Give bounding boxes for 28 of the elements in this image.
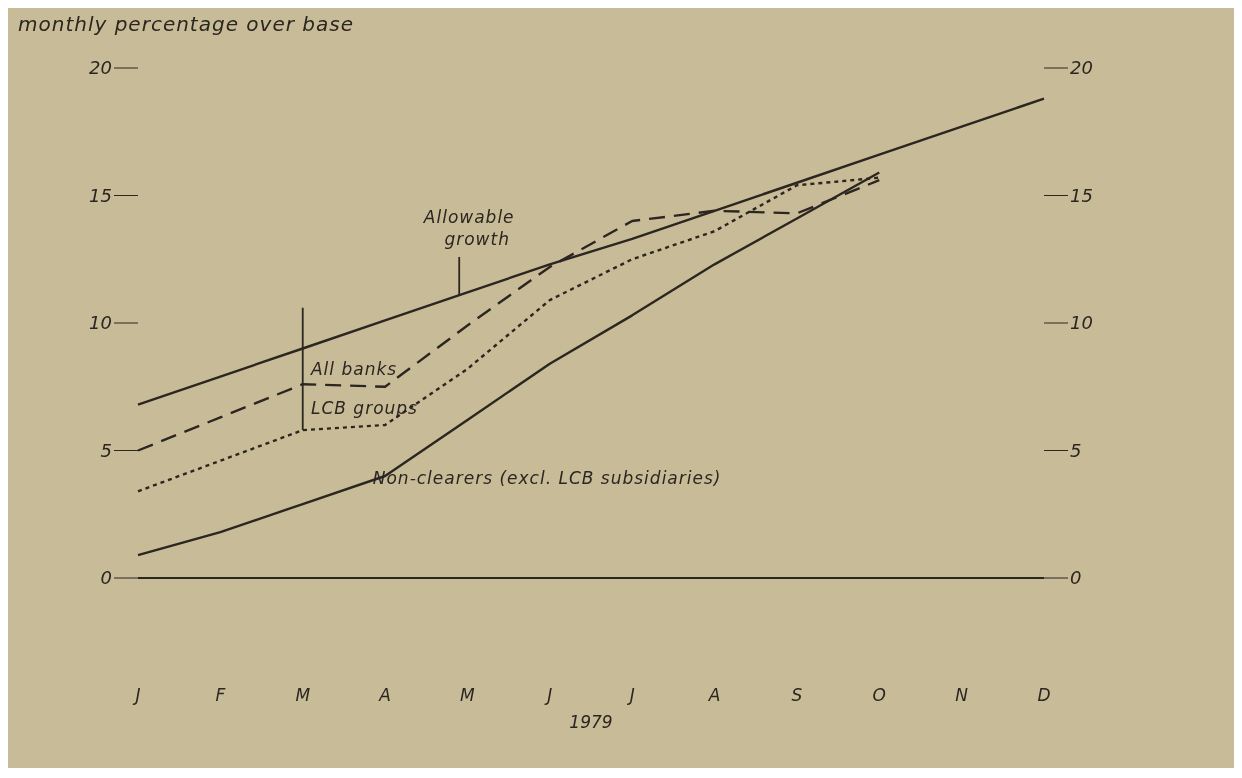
x-tick-label: D	[1037, 685, 1051, 705]
x-tick-label: M	[460, 685, 476, 705]
y2-tick-label: 20	[1070, 57, 1093, 79]
x-tick-label: F	[215, 685, 226, 705]
x-tick-label: S	[791, 685, 803, 705]
x-tick-label: O	[872, 685, 886, 705]
x-tick-label: J	[544, 685, 553, 705]
y2-tick-label: 10	[1070, 312, 1093, 334]
x-tick-label: M	[295, 685, 311, 705]
series-label: All banks	[309, 359, 398, 380]
y-tick-label: 20	[89, 57, 112, 79]
y-tick-label: 5	[100, 439, 112, 461]
x-tick-label: J	[132, 685, 141, 705]
series-label: Allowable growth	[422, 206, 515, 249]
x-axis-title: 1979	[569, 712, 613, 732]
x-tick-label: N	[955, 685, 969, 705]
y2-tick-label: 15	[1070, 184, 1093, 206]
y-tick-label: 0	[100, 567, 112, 589]
x-tick-label: J	[626, 685, 635, 705]
series-label: Non-clearers (excl. LCB subsidiaries)	[372, 468, 722, 489]
y2-tick-label: 5	[1070, 439, 1082, 461]
x-tick-label: A	[378, 685, 391, 705]
x-tick-label: A	[707, 685, 721, 705]
y-tick-label: 10	[89, 312, 112, 334]
chart-title: monthly percentage over base	[18, 12, 354, 36]
y2-tick-label: 0	[1070, 567, 1082, 589]
series-label: LCB groups	[310, 397, 418, 418]
y-tick-label: 15	[89, 184, 112, 206]
